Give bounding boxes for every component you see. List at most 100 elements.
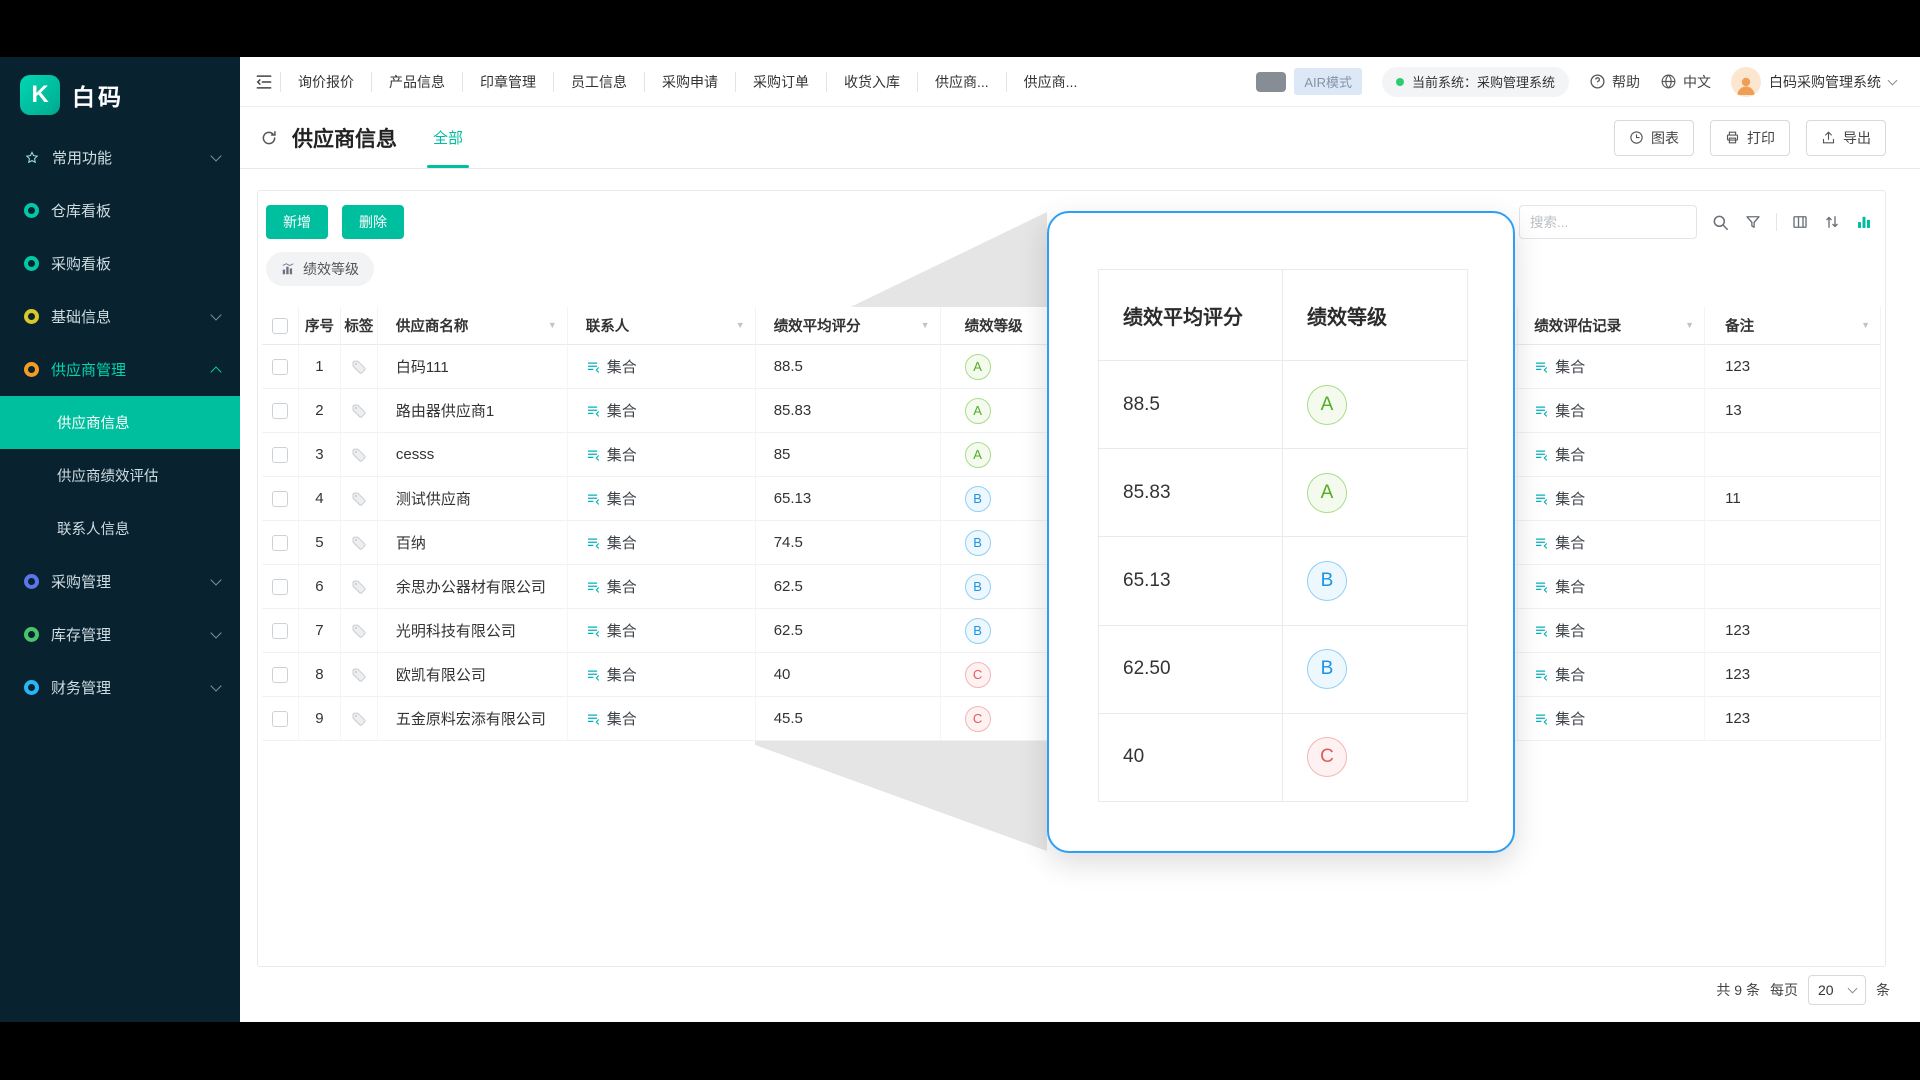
filter-icon[interactable]	[1744, 213, 1762, 231]
bar-chart-icon[interactable]	[1855, 213, 1873, 231]
nav-tab[interactable]: 产品信息	[371, 72, 462, 92]
select-all-checkbox[interactable]	[272, 318, 288, 334]
row-tag-cell	[341, 477, 378, 521]
header-supplier[interactable]: 供应商名称	[378, 307, 568, 345]
grade-badge: A	[965, 398, 991, 424]
records-collection-link[interactable]: 集合	[1534, 708, 1585, 729]
supplier-name: 余思办公器材有限公司	[396, 576, 546, 597]
contact-collection-link[interactable]: 集合	[586, 708, 637, 729]
grade-badge: A	[1307, 385, 1347, 425]
add-button[interactable]: 新增	[266, 205, 328, 239]
language-button[interactable]: 中文	[1660, 72, 1711, 92]
records-collection-link[interactable]: 集合	[1534, 444, 1585, 465]
magnifier-popup: 绩效平均评分 绩效等级 88.5 A	[1047, 211, 1515, 853]
print-button[interactable]: 打印	[1710, 120, 1790, 156]
toolbar-divider	[1776, 213, 1777, 231]
sidebar-item-purchase-management[interactable]: 采购管理	[0, 555, 240, 608]
refresh-icon[interactable]	[260, 129, 278, 147]
contact-collection-link[interactable]: 集合	[586, 620, 637, 641]
header-remark[interactable]: 备注	[1705, 307, 1881, 345]
header-records[interactable]: 绩效评估记录	[1518, 307, 1705, 345]
nav-right: AIR模式 当前系统：采购管理系统 帮助 中文	[1256, 67, 1896, 97]
contact-collection-link[interactable]: 集合	[586, 400, 637, 421]
air-mode-toggle[interactable]: AIR模式	[1256, 68, 1362, 95]
nav-tab[interactable]: 供应商...	[1006, 72, 1095, 92]
records-collection-link[interactable]: 集合	[1534, 488, 1585, 509]
records-collection-link[interactable]: 集合	[1534, 400, 1585, 421]
columns-icon[interactable]	[1791, 213, 1809, 231]
records-collection-link[interactable]: 集合	[1534, 620, 1585, 641]
air-mode-knob[interactable]	[1256, 72, 1286, 92]
records-collection-link[interactable]: 集合	[1534, 664, 1585, 685]
sidebar-item-supplier-performance[interactable]: 供应商绩效评估	[0, 449, 240, 502]
header-contact[interactable]: 联系人	[568, 307, 756, 345]
grade-badge: B	[1307, 649, 1347, 689]
sidebar-item-basic-info[interactable]: 基础信息	[0, 290, 240, 343]
user-menu[interactable]: 白码采购管理系统	[1731, 67, 1896, 97]
contact-cell: 集合	[568, 609, 756, 653]
contact-cell: 集合	[568, 433, 756, 477]
sidebar-item-supplier-info[interactable]: 供应商信息	[0, 396, 240, 449]
row-checkbox[interactable]	[272, 623, 288, 639]
collection-icon	[586, 579, 601, 594]
sidebar-item-purchase-board[interactable]: 采购看板	[0, 237, 240, 290]
contact-collection-link[interactable]: 集合	[586, 664, 637, 685]
contact-collection-link[interactable]: 集合	[586, 532, 637, 553]
sidebar-item-common-functions[interactable]: 常用功能	[0, 131, 240, 184]
page-size-select[interactable]: 20	[1808, 975, 1866, 1005]
row-checkbox[interactable]	[272, 667, 288, 683]
row-checkbox[interactable]	[272, 491, 288, 507]
nav-tab[interactable]: 印章管理	[462, 72, 553, 92]
contact-collection-link[interactable]: 集合	[586, 488, 637, 509]
remark-value: 123	[1725, 710, 1750, 727]
sidebar-item-inventory-management[interactable]: 库存管理	[0, 608, 240, 661]
row-tag-cell	[341, 609, 378, 653]
header-avg-score[interactable]: 绩效平均评分	[756, 307, 941, 345]
nav-tab[interactable]: 询价报价	[280, 72, 371, 92]
collection-icon	[1534, 623, 1549, 638]
export-button[interactable]: 导出	[1806, 120, 1886, 156]
row-checkbox[interactable]	[272, 579, 288, 595]
sort-icon[interactable]	[1823, 213, 1841, 231]
row-checkbox-cell	[262, 697, 299, 741]
sidebar-item-contact-info[interactable]: 联系人信息	[0, 502, 240, 555]
header-tag: 标签	[341, 307, 378, 345]
row-checkbox[interactable]	[272, 403, 288, 419]
nav-tab[interactable]: 供应商...	[917, 72, 1006, 92]
nav-tab[interactable]: 收货入库	[826, 72, 917, 92]
row-checkbox[interactable]	[272, 447, 288, 463]
contact-collection-link[interactable]: 集合	[586, 356, 637, 377]
records-collection-link[interactable]: 集合	[1534, 356, 1585, 377]
contact-cell: 集合	[568, 565, 756, 609]
menu-fold-icon[interactable]	[254, 72, 274, 92]
avg-score: 62.5	[774, 622, 803, 639]
help-button[interactable]: 帮助	[1589, 72, 1640, 92]
records-collection-link[interactable]: 集合	[1534, 532, 1585, 553]
search-input[interactable]	[1519, 205, 1697, 239]
supplier-name-cell: 百纳	[378, 521, 568, 565]
collection-label: 集合	[1555, 708, 1585, 729]
mini-chart-icon	[281, 262, 295, 276]
nav-tabs: 询价报价产品信息印章管理员工信息采购申请采购订单收货入库供应商...供应商...	[280, 72, 1094, 92]
chart-button[interactable]: 图表	[1614, 120, 1694, 156]
current-system-badge: 当前系统：采购管理系统	[1382, 67, 1569, 97]
nav-tab[interactable]: 员工信息	[553, 72, 644, 92]
row-checkbox[interactable]	[272, 711, 288, 727]
delete-button[interactable]: 删除	[342, 205, 404, 239]
row-checkbox[interactable]	[272, 535, 288, 551]
nav-tab[interactable]: 采购申请	[644, 72, 735, 92]
tag-icon	[351, 447, 367, 463]
magnifier-score-cell: 62.50	[1099, 626, 1283, 713]
records-collection-link[interactable]: 集合	[1534, 576, 1585, 597]
sidebar-item-warehouse-board[interactable]: 仓库看板	[0, 184, 240, 237]
contact-collection-link[interactable]: 集合	[586, 444, 637, 465]
magnifier-row: 40 C	[1099, 714, 1467, 801]
sidebar-item-finance-management[interactable]: 财务管理	[0, 661, 240, 714]
row-checkbox[interactable]	[272, 359, 288, 375]
nav-tab[interactable]: 采购订单	[735, 72, 826, 92]
contact-collection-link[interactable]: 集合	[586, 576, 637, 597]
sidebar-item-supplier-management[interactable]: 供应商管理	[0, 343, 240, 396]
grade-filter-chip[interactable]: 绩效等级	[266, 252, 374, 286]
tab-all[interactable]: 全部	[433, 107, 463, 168]
search-icon[interactable]	[1711, 213, 1730, 232]
